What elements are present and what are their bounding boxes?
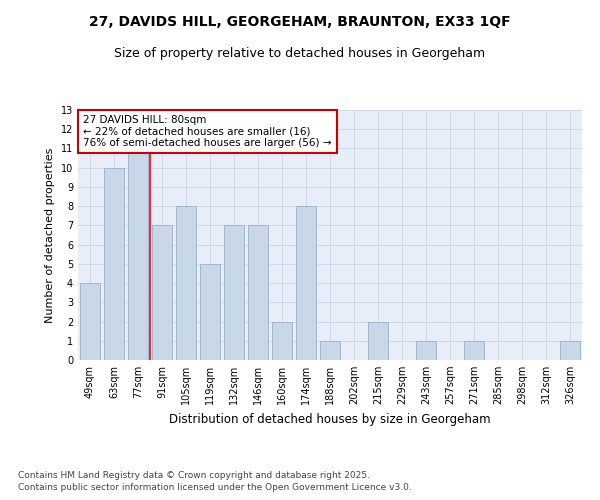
Bar <box>104 168 124 360</box>
Bar <box>176 206 196 360</box>
Bar <box>320 341 340 360</box>
Bar <box>296 206 316 360</box>
Bar <box>368 322 388 360</box>
Bar <box>248 226 268 360</box>
Y-axis label: Number of detached properties: Number of detached properties <box>45 148 55 322</box>
Bar <box>560 341 580 360</box>
X-axis label: Distribution of detached houses by size in Georgeham: Distribution of detached houses by size … <box>169 412 491 426</box>
Bar <box>464 341 484 360</box>
Bar <box>152 226 172 360</box>
Bar <box>128 148 148 360</box>
Bar <box>272 322 292 360</box>
Text: 27, DAVIDS HILL, GEORGEHAM, BRAUNTON, EX33 1QF: 27, DAVIDS HILL, GEORGEHAM, BRAUNTON, EX… <box>89 15 511 29</box>
Bar <box>80 283 100 360</box>
Bar <box>416 341 436 360</box>
Bar <box>200 264 220 360</box>
Text: Contains public sector information licensed under the Open Government Licence v3: Contains public sector information licen… <box>18 484 412 492</box>
Text: Size of property relative to detached houses in Georgeham: Size of property relative to detached ho… <box>115 48 485 60</box>
Bar <box>224 226 244 360</box>
Text: Contains HM Land Registry data © Crown copyright and database right 2025.: Contains HM Land Registry data © Crown c… <box>18 471 370 480</box>
Text: 27 DAVIDS HILL: 80sqm
← 22% of detached houses are smaller (16)
76% of semi-deta: 27 DAVIDS HILL: 80sqm ← 22% of detached … <box>83 115 332 148</box>
